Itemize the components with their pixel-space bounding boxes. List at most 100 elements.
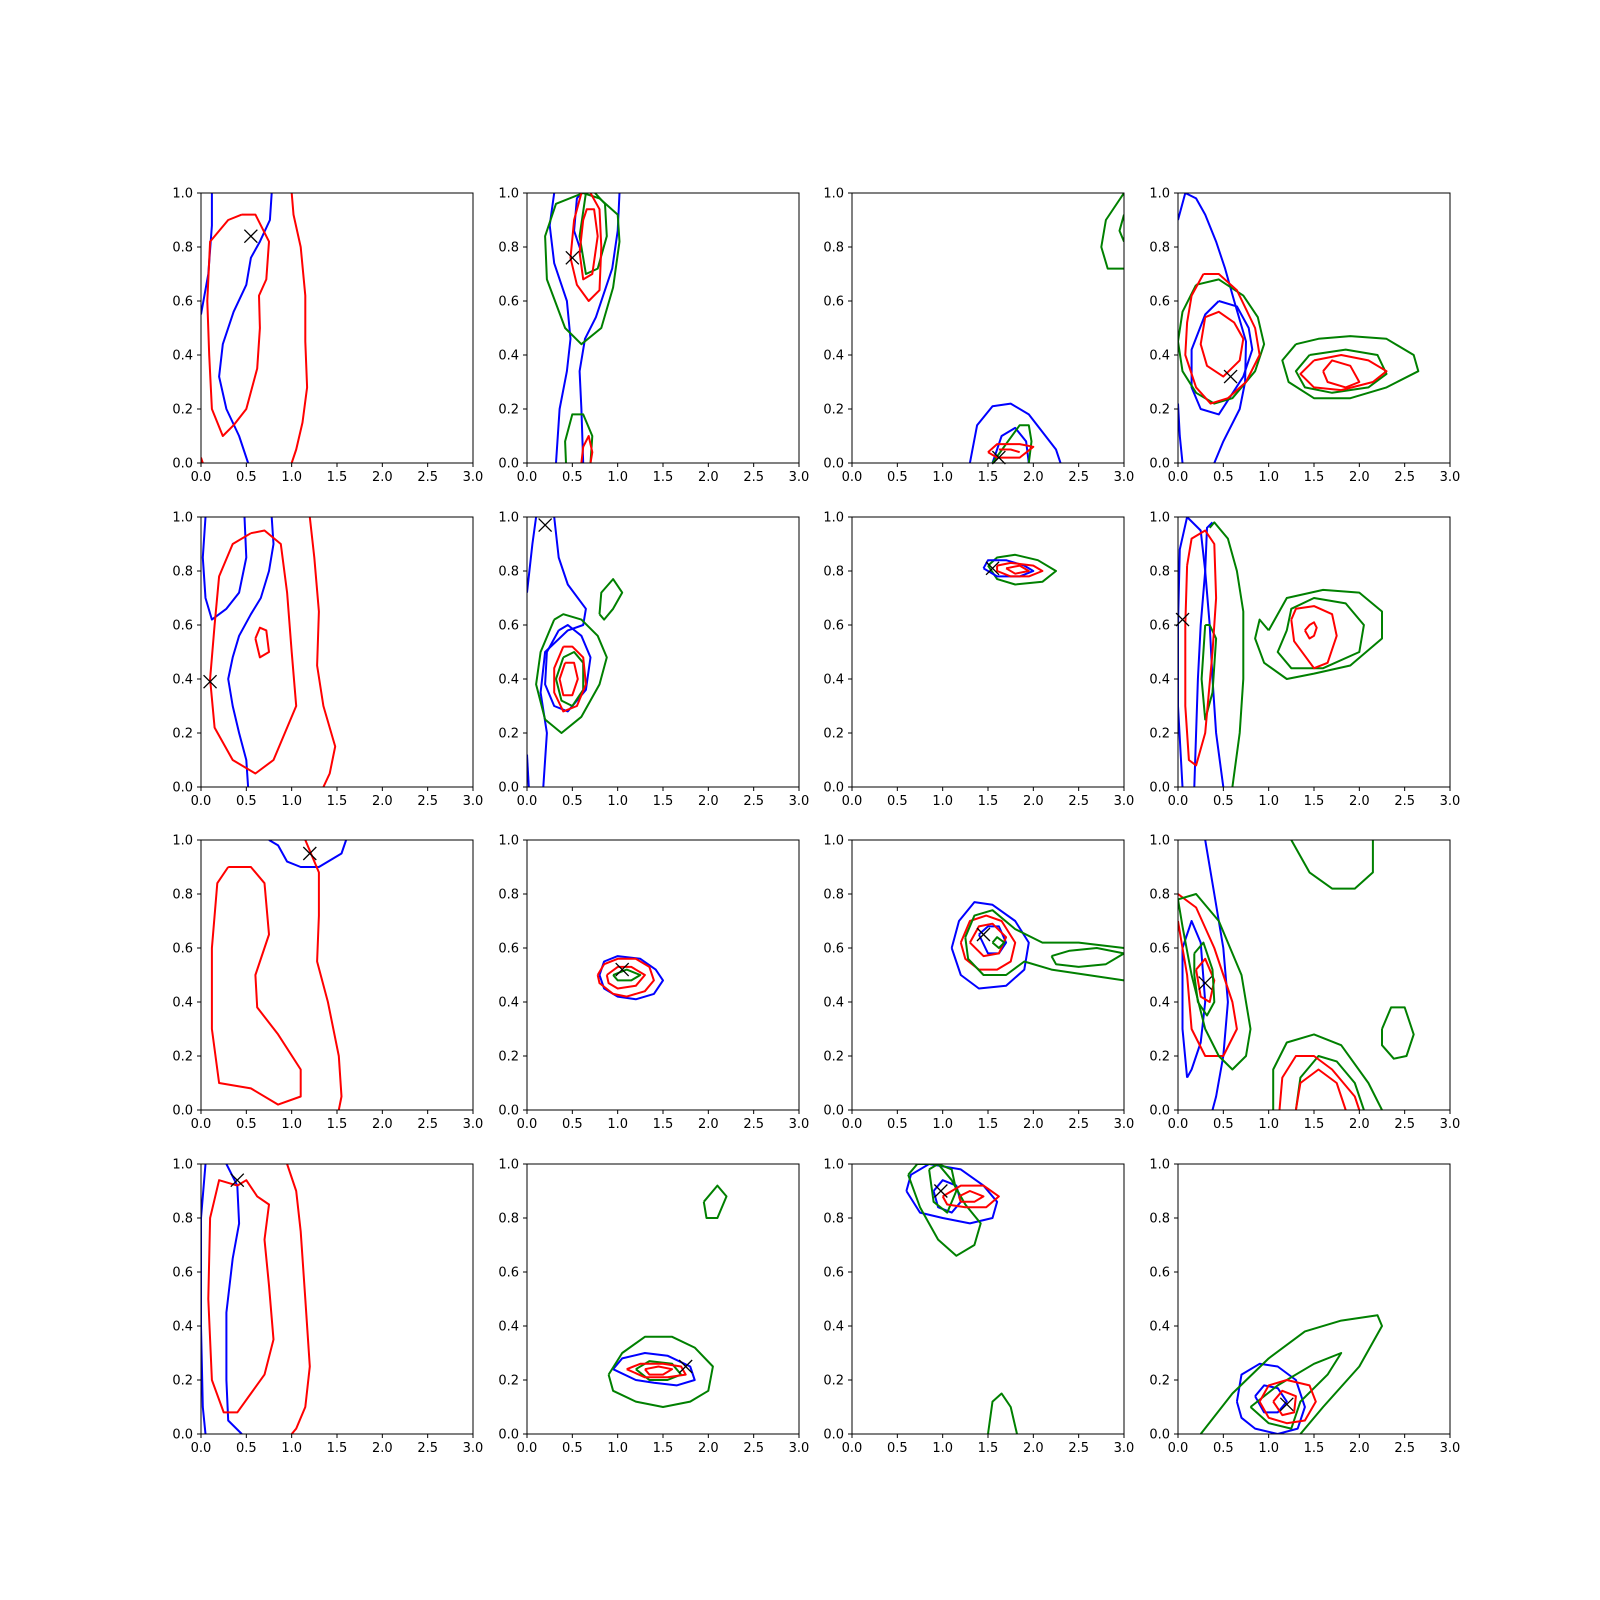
x-tick-label: 1.0 <box>281 794 302 809</box>
x-tick-label: 0.0 <box>517 470 538 485</box>
x-tick-label: 2.5 <box>743 1117 764 1132</box>
contour-red <box>580 435 594 463</box>
contour-red <box>626 1362 687 1379</box>
y-tick-label: 0.8 <box>498 241 519 256</box>
y-tick-label: 0.6 <box>172 295 193 310</box>
y-tick-label: 0.4 <box>172 996 193 1011</box>
contour-blue <box>982 559 1035 578</box>
x-tick-label: 1.5 <box>653 1117 674 1132</box>
axes-frame <box>851 516 1125 788</box>
x-tick-label: 1.5 <box>978 1117 999 1132</box>
y-tick-label: 0.2 <box>498 403 519 418</box>
y-tick-label: 0.2 <box>1149 1050 1170 1065</box>
x-tick-label: 3.0 <box>1114 794 1135 809</box>
x-tick-label: 2.5 <box>1068 794 1089 809</box>
y-tick-label: 0.6 <box>1149 619 1170 634</box>
contour-red <box>1278 1055 1361 1110</box>
x-tick-label: 1.0 <box>1258 1441 1279 1456</box>
x-tick-label: 1.0 <box>281 470 302 485</box>
contour-red <box>558 661 579 697</box>
axes-frame <box>526 192 800 464</box>
x-tick-label: 2.5 <box>743 1441 764 1456</box>
x-tick-label: 1.0 <box>932 470 953 485</box>
x-tick-label: 0.0 <box>842 1441 863 1456</box>
x-tick-label: 1.0 <box>932 1441 953 1456</box>
axes-frame <box>1177 192 1451 464</box>
y-tick-label: 0.0 <box>498 1104 519 1119</box>
y-tick-label: 0.2 <box>823 1050 844 1065</box>
y-tick-label: 0.6 <box>172 619 193 634</box>
y-tick-label: 0.4 <box>1149 1320 1170 1335</box>
y-tick-label: 0.6 <box>498 295 519 310</box>
x-tick-label: 1.5 <box>327 1441 348 1456</box>
y-tick-label: 0.0 <box>1149 1104 1170 1119</box>
contour-green <box>544 193 621 346</box>
x-tick-label: 2.5 <box>417 1117 438 1132</box>
x-tick-label: 0.5 <box>1213 1117 1234 1132</box>
y-tick-label: 0.2 <box>172 403 193 418</box>
y-tick-label: 0.8 <box>1149 241 1170 256</box>
contour-blue <box>1178 193 1247 463</box>
y-tick-label: 0.8 <box>1149 888 1170 903</box>
x-tick-label: 1.5 <box>1304 1441 1325 1456</box>
x-tick-label: 0.5 <box>562 1441 583 1456</box>
contour-green <box>1200 624 1218 721</box>
y-tick-label: 0.8 <box>172 241 193 256</box>
x-tick-label: 3.0 <box>1440 1441 1461 1456</box>
y-tick-label: 0.6 <box>498 1266 519 1281</box>
x-tick-label: 2.0 <box>1349 1117 1370 1132</box>
x-tick-label: 1.0 <box>281 1117 302 1132</box>
x-tick-label: 3.0 <box>463 470 484 485</box>
subplot-1-3: 0.0 0.5 1.0 1.5 2.0 2.5 3.0 0.0 0.2 0.4 0.6 0.8 1.0 <box>823 187 1134 486</box>
y-tick-label: 0.2 <box>172 1374 193 1389</box>
contour-green <box>555 651 585 707</box>
x-tick-label: 1.0 <box>932 1117 953 1132</box>
y-tick-label: 0.4 <box>823 996 844 1011</box>
x-tick-label: 2.5 <box>417 794 438 809</box>
y-tick-label: 1.0 <box>823 511 844 526</box>
marker-x <box>976 927 991 942</box>
x-tick-label: 3.0 <box>463 1117 484 1132</box>
y-tick-label: 0.2 <box>823 1374 844 1389</box>
y-tick-label: 0.4 <box>1149 349 1170 364</box>
contour-blue <box>612 1352 696 1387</box>
x-tick-label: 0.5 <box>236 1117 257 1132</box>
subplot-2-3: 0.0 0.5 1.0 1.5 2.0 2.5 3.0 0.0 0.2 0.4 0.6 0.8 1.0 <box>823 511 1134 810</box>
subplot-3-4: 0.0 0.5 1.0 1.5 2.0 2.5 3.0 0.0 0.2 0.4 0.6 0.8 1.0 <box>1149 834 1460 1133</box>
plot-area <box>968 193 1124 463</box>
x-tick-label: 3.0 <box>1114 1441 1135 1456</box>
y-tick-label: 1.0 <box>498 187 519 202</box>
y-tick-label: 0.0 <box>1149 1428 1170 1443</box>
y-tick-label: 0.6 <box>823 942 844 957</box>
contour-blue <box>1181 920 1207 1079</box>
x-tick-label: 2.0 <box>1349 470 1370 485</box>
contour-green <box>1050 947 1124 968</box>
plot-area <box>527 517 624 787</box>
plot-area <box>1178 193 1420 463</box>
subplot-1-2: 0.0 0.5 1.0 1.5 2.0 2.5 3.0 0.0 0.2 0.4 0.6 0.8 1.0 <box>498 187 809 486</box>
x-tick-label: 3.0 <box>789 1117 810 1132</box>
contour-red <box>1290 605 1338 670</box>
y-tick-label: 0.8 <box>172 1212 193 1227</box>
x-tick-label: 0.0 <box>191 470 212 485</box>
x-tick-label: 2.0 <box>372 1441 393 1456</box>
marker-x <box>991 450 1006 465</box>
y-tick-label: 0.4 <box>823 349 844 364</box>
x-tick-label: 0.0 <box>1168 470 1189 485</box>
contour-blue <box>268 840 348 868</box>
x-tick-label: 1.5 <box>1304 470 1325 485</box>
contour-green <box>1178 893 1252 1071</box>
contour-blue <box>225 1164 243 1434</box>
contour-green <box>598 578 624 621</box>
x-tick-label: 2.0 <box>1023 1441 1044 1456</box>
contour-green <box>1199 1314 1383 1434</box>
y-tick-label: 0.4 <box>1149 996 1170 1011</box>
x-tick-label: 2.5 <box>417 1441 438 1456</box>
subplot-4-2: 0.0 0.5 1.0 1.5 2.0 2.5 3.0 0.0 0.2 0.4 0.6 0.8 1.0 <box>498 1158 809 1457</box>
y-tick-label: 0.4 <box>172 673 193 688</box>
contour-red <box>998 448 1020 454</box>
axes-frame <box>526 516 800 788</box>
axes-frame <box>200 839 474 1111</box>
contour-red <box>210 866 302 1106</box>
